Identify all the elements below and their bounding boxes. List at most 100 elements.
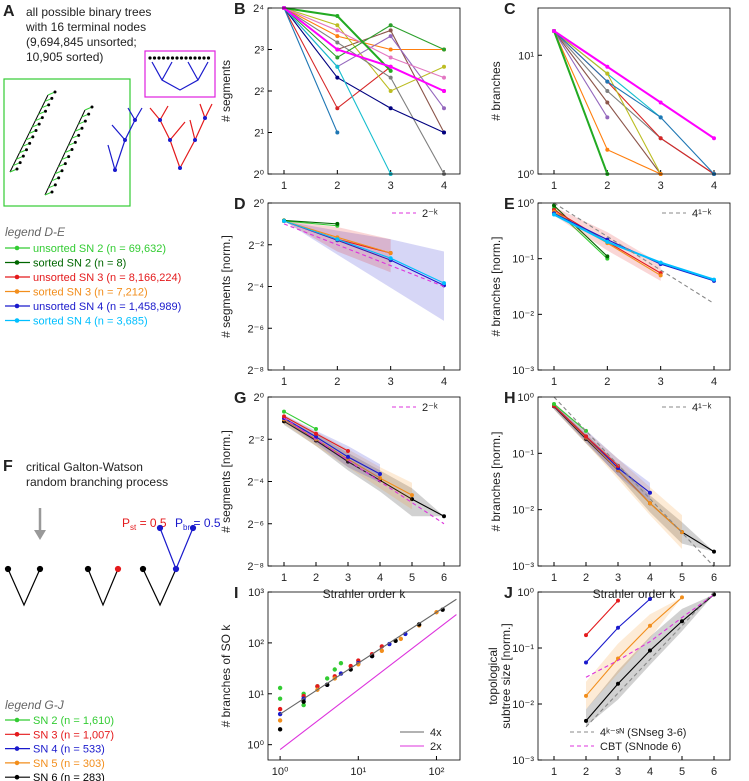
x-tick-label: 2	[583, 572, 589, 584]
axes-frame	[267, 7, 461, 175]
data-point	[314, 434, 318, 439]
x-tick-label: 1	[551, 766, 557, 778]
data-point	[388, 89, 393, 93]
data-point	[552, 402, 556, 407]
subscript: st	[130, 523, 137, 532]
series-line	[585, 600, 619, 636]
frame	[3, 78, 131, 207]
data-point	[346, 454, 350, 459]
x-tick-label: 1	[551, 572, 557, 584]
legend-label: 2⁻ᵏ	[422, 208, 438, 220]
error-band	[586, 594, 714, 727]
panel-letter: B	[234, 1, 246, 18]
data-point	[335, 47, 340, 52]
data-point	[442, 514, 446, 519]
x-axis-label: Strahler order k	[323, 587, 407, 601]
data-point	[442, 47, 446, 52]
edge	[7, 568, 41, 607]
tree-node	[47, 103, 51, 107]
tree-node	[168, 138, 172, 142]
tree-node	[67, 155, 71, 159]
legend-marker	[14, 303, 20, 309]
data-point	[282, 414, 286, 419]
data-point	[648, 490, 652, 495]
x-tick-label: 3	[615, 766, 621, 778]
x-tick-label: 6	[441, 572, 447, 584]
branching-diagram	[4, 508, 197, 607]
data-point	[388, 28, 393, 33]
x-tick-label: 5	[679, 766, 685, 778]
axes-frame	[267, 202, 461, 371]
legend-gj: legend G-J	[5, 698, 65, 712]
data-point	[616, 681, 620, 686]
data-point	[648, 596, 652, 601]
data-point	[277, 727, 283, 732]
reference-line	[585, 594, 715, 678]
reference-line	[283, 223, 445, 288]
data-point	[335, 64, 340, 69]
tree-node	[90, 105, 94, 109]
legend-marker	[14, 274, 20, 280]
data-point	[616, 463, 620, 468]
tree-node	[21, 154, 25, 158]
legend-marker	[14, 318, 20, 323]
symbol: P	[122, 516, 130, 530]
legend-label: SN 5 (n = 303)	[33, 758, 105, 770]
edge	[87, 568, 119, 607]
tree-node	[157, 56, 161, 60]
y-tick-label: 10⁰	[247, 740, 264, 752]
legend-title: legend G-J	[5, 698, 65, 712]
arrow-head	[34, 530, 46, 540]
data-point	[301, 699, 306, 704]
tree-edge	[149, 103, 213, 169]
legend-label: SN 3 (n = 1,007)	[33, 729, 114, 741]
legend-label: 4¹⁻ᵏ	[692, 402, 712, 414]
data-point	[584, 660, 588, 665]
error-band	[284, 221, 444, 321]
x-tick-label: 3	[388, 376, 394, 388]
legend-label: SN 2 (n = 1,610)	[33, 715, 114, 727]
y-tick-label: 10⁻¹	[512, 643, 534, 655]
tree-node	[166, 56, 170, 60]
reference-line	[283, 417, 445, 525]
data-point	[410, 497, 414, 502]
data-point	[658, 273, 663, 278]
tree-node	[73, 140, 77, 144]
data-point	[314, 431, 318, 436]
tree-node	[179, 56, 184, 60]
node	[4, 565, 12, 573]
data-point	[338, 660, 344, 666]
data-point	[552, 29, 556, 34]
tree-node	[15, 167, 19, 171]
tree-node	[133, 118, 137, 122]
data-point	[388, 256, 393, 261]
data-point	[388, 68, 393, 73]
edge	[142, 568, 177, 607]
y-tick-label: 10⁻¹	[512, 254, 534, 266]
panel-text: (9,694,845 unsorted;	[26, 35, 137, 49]
legend-marker	[14, 289, 20, 294]
series-line	[283, 220, 445, 284]
x-tick-label: 1	[551, 376, 557, 388]
panel-letter: A	[3, 3, 15, 20]
series-line	[283, 7, 392, 175]
x-tick-label: 3	[658, 376, 664, 388]
x-tick-label: 2	[583, 766, 589, 778]
panel-letter: J	[504, 585, 513, 602]
data-point	[335, 55, 340, 60]
data-point	[324, 676, 330, 681]
data-point	[712, 136, 716, 141]
series-line	[283, 420, 445, 517]
y-tick-label: 2⁻⁸	[247, 365, 264, 377]
y-tick-label: 2⁰	[253, 198, 264, 210]
tree-node	[53, 90, 57, 94]
x-tick-label: 10²	[429, 766, 445, 778]
tree-edge	[151, 61, 209, 91]
axes-frame	[537, 202, 731, 371]
y-axis-label: # segments [norm.]	[219, 235, 233, 338]
x-tick-label: 1	[551, 180, 557, 192]
panel-a: A all possible binary trees with 16 term…	[3, 3, 216, 207]
x-tick-label: 4	[711, 180, 717, 192]
tree-node	[50, 96, 54, 100]
data-point	[605, 115, 610, 120]
